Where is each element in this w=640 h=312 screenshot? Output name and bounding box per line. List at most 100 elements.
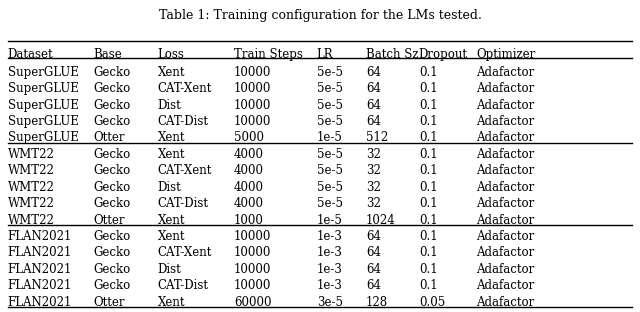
Text: 32: 32 — [366, 148, 381, 161]
Text: 0.1: 0.1 — [419, 230, 437, 243]
Text: 64: 64 — [366, 246, 381, 259]
Text: 1000: 1000 — [234, 213, 264, 227]
Text: 0.1: 0.1 — [419, 164, 437, 177]
Text: Gecko: Gecko — [94, 99, 131, 112]
Text: 0.1: 0.1 — [419, 197, 437, 210]
Text: Adafactor: Adafactor — [476, 99, 534, 112]
Text: 5e-5: 5e-5 — [317, 99, 343, 112]
Text: 0.1: 0.1 — [419, 181, 437, 194]
Text: Adafactor: Adafactor — [476, 82, 534, 95]
Text: FLAN2021: FLAN2021 — [8, 263, 72, 276]
Text: Otter: Otter — [94, 213, 125, 227]
Text: Gecko: Gecko — [94, 115, 131, 128]
Text: Adafactor: Adafactor — [476, 148, 534, 161]
Text: 5e-5: 5e-5 — [317, 181, 343, 194]
Text: Dist: Dist — [157, 181, 181, 194]
Text: Adafactor: Adafactor — [476, 213, 534, 227]
Text: WMT22: WMT22 — [8, 148, 54, 161]
Text: SuperGLUE: SuperGLUE — [8, 82, 79, 95]
Text: 64: 64 — [366, 82, 381, 95]
Text: CAT-Xent: CAT-Xent — [157, 164, 212, 177]
Text: Adafactor: Adafactor — [476, 181, 534, 194]
Text: 4000: 4000 — [234, 181, 264, 194]
Text: Xent: Xent — [157, 213, 185, 227]
Text: 0.1: 0.1 — [419, 148, 437, 161]
Text: 10000: 10000 — [234, 66, 271, 79]
Text: 5e-5: 5e-5 — [317, 164, 343, 177]
Text: WMT22: WMT22 — [8, 164, 54, 177]
Text: Dropout: Dropout — [419, 48, 468, 61]
Text: 4000: 4000 — [234, 148, 264, 161]
Text: 0.1: 0.1 — [419, 213, 437, 227]
Text: Xent: Xent — [157, 230, 185, 243]
Text: 64: 64 — [366, 263, 381, 276]
Text: FLAN2021: FLAN2021 — [8, 279, 72, 292]
Text: CAT-Xent: CAT-Xent — [157, 82, 212, 95]
Text: Gecko: Gecko — [94, 82, 131, 95]
Text: 1e-3: 1e-3 — [317, 230, 342, 243]
Text: 64: 64 — [366, 115, 381, 128]
Text: SuperGLUE: SuperGLUE — [8, 66, 79, 79]
Text: Adafactor: Adafactor — [476, 295, 534, 309]
Text: 0.1: 0.1 — [419, 115, 437, 128]
Text: 10000: 10000 — [234, 246, 271, 259]
Text: SuperGLUE: SuperGLUE — [8, 131, 79, 144]
Text: Dist: Dist — [157, 99, 181, 112]
Text: CAT-Dist: CAT-Dist — [157, 115, 209, 128]
Text: 1024: 1024 — [366, 213, 396, 227]
Text: 10000: 10000 — [234, 115, 271, 128]
Text: 64: 64 — [366, 66, 381, 79]
Text: 10000: 10000 — [234, 279, 271, 292]
Text: LR: LR — [317, 48, 333, 61]
Text: Adafactor: Adafactor — [476, 115, 534, 128]
Text: Gecko: Gecko — [94, 246, 131, 259]
Text: Loss: Loss — [157, 48, 184, 61]
Text: Adafactor: Adafactor — [476, 230, 534, 243]
Text: SuperGLUE: SuperGLUE — [8, 99, 79, 112]
Text: Dist: Dist — [157, 263, 181, 276]
Text: 10000: 10000 — [234, 263, 271, 276]
Text: 10000: 10000 — [234, 82, 271, 95]
Text: FLAN2021: FLAN2021 — [8, 230, 72, 243]
Text: Gecko: Gecko — [94, 263, 131, 276]
Text: 10000: 10000 — [234, 230, 271, 243]
Text: CAT-Dist: CAT-Dist — [157, 279, 209, 292]
Text: Otter: Otter — [94, 295, 125, 309]
Text: Gecko: Gecko — [94, 66, 131, 79]
Text: Xent: Xent — [157, 148, 185, 161]
Text: FLAN2021: FLAN2021 — [8, 246, 72, 259]
Text: FLAN2021: FLAN2021 — [8, 295, 72, 309]
Text: 1e-3: 1e-3 — [317, 263, 342, 276]
Text: 32: 32 — [366, 181, 381, 194]
Text: 5e-5: 5e-5 — [317, 82, 343, 95]
Text: 0.05: 0.05 — [419, 295, 445, 309]
Text: Table 1: Training configuration for the LMs tested.: Table 1: Training configuration for the … — [159, 9, 481, 22]
Text: Adafactor: Adafactor — [476, 246, 534, 259]
Text: WMT22: WMT22 — [8, 181, 54, 194]
Text: 64: 64 — [366, 230, 381, 243]
Text: Adafactor: Adafactor — [476, 263, 534, 276]
Text: Train Steps: Train Steps — [234, 48, 303, 61]
Text: 0.1: 0.1 — [419, 263, 437, 276]
Text: Adafactor: Adafactor — [476, 131, 534, 144]
Text: 0.1: 0.1 — [419, 279, 437, 292]
Text: Gecko: Gecko — [94, 279, 131, 292]
Text: Xent: Xent — [157, 66, 185, 79]
Text: WMT22: WMT22 — [8, 197, 54, 210]
Text: Optimizer: Optimizer — [476, 48, 536, 61]
Text: 60000: 60000 — [234, 295, 271, 309]
Text: 512: 512 — [366, 131, 388, 144]
Text: Gecko: Gecko — [94, 181, 131, 194]
Text: Xent: Xent — [157, 295, 185, 309]
Text: 32: 32 — [366, 164, 381, 177]
Text: 4000: 4000 — [234, 164, 264, 177]
Text: 0.1: 0.1 — [419, 99, 437, 112]
Text: 4000: 4000 — [234, 197, 264, 210]
Text: 64: 64 — [366, 279, 381, 292]
Text: CAT-Xent: CAT-Xent — [157, 246, 212, 259]
Text: Gecko: Gecko — [94, 230, 131, 243]
Text: 0.1: 0.1 — [419, 66, 437, 79]
Text: 5e-5: 5e-5 — [317, 66, 343, 79]
Text: Gecko: Gecko — [94, 164, 131, 177]
Text: WMT22: WMT22 — [8, 213, 54, 227]
